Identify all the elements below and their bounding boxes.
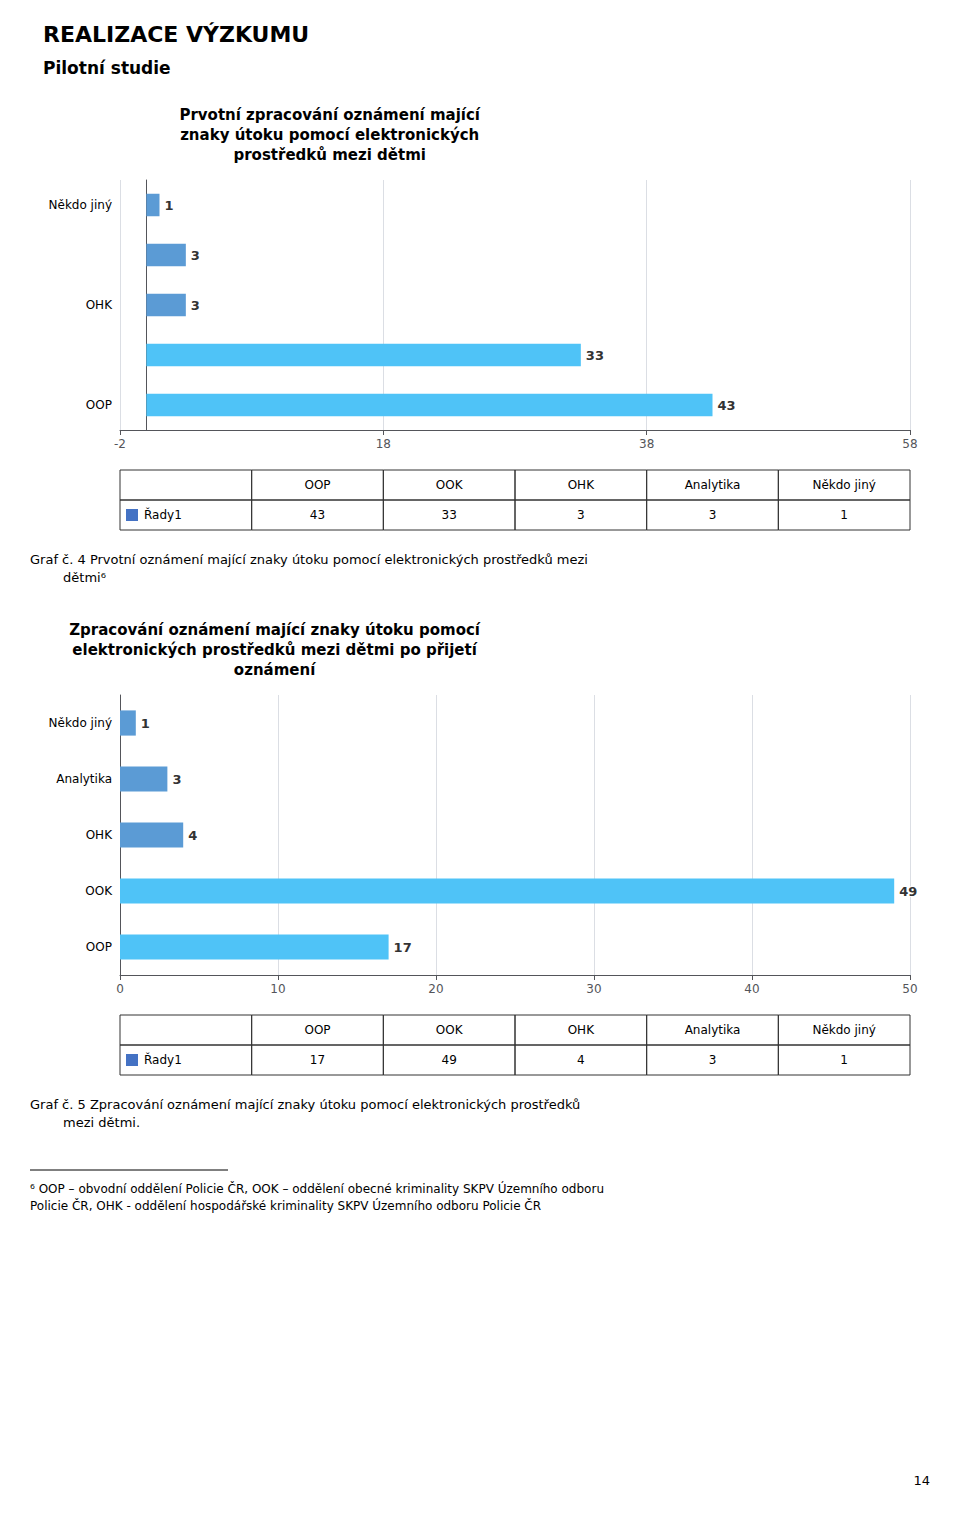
svg-text:oznámení: oznámení (234, 661, 316, 679)
svg-text:Někdo jiný: Někdo jiný (49, 198, 112, 212)
svg-text:Někdo jiný: Někdo jiný (49, 716, 112, 730)
svg-text:Pilotní studie: Pilotní studie (43, 58, 171, 78)
svg-text:38: 38 (639, 437, 654, 451)
svg-text:1: 1 (165, 198, 174, 213)
svg-text:Analytika: Analytika (56, 772, 112, 786)
svg-text:Zpracování oznámení mající zna: Zpracování oznámení mající znaky útoku p… (69, 621, 481, 639)
svg-text:30: 30 (586, 982, 601, 996)
svg-text:OOP: OOP (86, 940, 112, 954)
svg-text:prostředků mezi dětmi: prostředků mezi dětmi (233, 146, 425, 164)
svg-text:49: 49 (442, 1053, 457, 1067)
svg-text:Řady1: Řady1 (144, 507, 182, 522)
svg-text:33: 33 (442, 508, 457, 522)
svg-text:0: 0 (116, 982, 124, 996)
svg-text:Řady1: Řady1 (144, 1052, 182, 1067)
svg-text:OHK: OHK (86, 298, 113, 312)
svg-text:OHK: OHK (86, 828, 113, 842)
svg-text:17: 17 (310, 1053, 325, 1067)
svg-text:58: 58 (902, 437, 917, 451)
svg-text:OHK: OHK (568, 478, 595, 492)
svg-text:Graf č. 5 Zpracování oznámení: Graf č. 5 Zpracování oznámení mající zna… (30, 1097, 580, 1112)
svg-text:40: 40 (744, 982, 759, 996)
svg-text:3: 3 (191, 248, 200, 263)
svg-text:4: 4 (577, 1053, 585, 1067)
svg-text:OOP: OOP (86, 398, 112, 412)
svg-text:OOP: OOP (304, 478, 330, 492)
svg-text:3: 3 (709, 508, 717, 522)
svg-text:Někdo jiný: Někdo jiný (812, 478, 875, 492)
svg-text:OOP: OOP (304, 1023, 330, 1037)
svg-text:OOK: OOK (85, 884, 113, 898)
svg-text:OOK: OOK (436, 478, 464, 492)
svg-text:Analytika: Analytika (685, 478, 741, 492)
svg-text:OOK: OOK (436, 1023, 464, 1037)
svg-text:3: 3 (191, 298, 200, 313)
svg-text:mezi dětmi.: mezi dětmi. (30, 1115, 140, 1130)
svg-text:43: 43 (310, 508, 325, 522)
svg-text:4: 4 (188, 828, 197, 843)
svg-text:18: 18 (376, 437, 391, 451)
svg-text:50: 50 (902, 982, 917, 996)
svg-text:Analytika: Analytika (685, 1023, 741, 1037)
svg-text:43: 43 (718, 398, 736, 413)
svg-text:dětmi⁶: dětmi⁶ (30, 570, 106, 585)
svg-text:OHK: OHK (568, 1023, 595, 1037)
svg-text:3: 3 (709, 1053, 717, 1067)
svg-text:1: 1 (141, 716, 150, 731)
svg-text:Policie ČR, OHK - oddělení hos: Policie ČR, OHK - oddělení hospodářské k… (30, 1198, 541, 1213)
svg-text:Někdo jiný: Někdo jiný (812, 1023, 875, 1037)
svg-text:znaky útoku pomocí elektronick: znaky útoku pomocí elektronických (180, 126, 479, 144)
svg-text:10: 10 (270, 982, 285, 996)
svg-text:14: 14 (913, 1473, 930, 1488)
svg-text:17: 17 (394, 940, 412, 955)
svg-text:3: 3 (172, 772, 181, 787)
svg-text:⁶ OOP – obvodní oddělení Polic: ⁶ OOP – obvodní oddělení Policie ČR, OOK… (30, 1181, 604, 1196)
svg-text:3: 3 (577, 508, 585, 522)
svg-text:1: 1 (840, 1053, 848, 1067)
svg-text:33: 33 (586, 348, 604, 363)
svg-text:Graf č. 4 Prvotní oznámení maj: Graf č. 4 Prvotní oznámení mající znaky … (30, 552, 588, 567)
svg-text:1: 1 (840, 508, 848, 522)
svg-text:20: 20 (428, 982, 443, 996)
svg-text:49: 49 (899, 884, 917, 899)
svg-text:elektronických prostředků mezi: elektronických prostředků mezi dětmi po … (72, 641, 477, 659)
svg-text:-2: -2 (114, 437, 126, 451)
svg-text:Prvotní zpracování oznámení ma: Prvotní zpracování oznámení mající (179, 106, 480, 124)
svg-text:REALIZACE VÝZKUMU: REALIZACE VÝZKUMU (43, 22, 309, 47)
